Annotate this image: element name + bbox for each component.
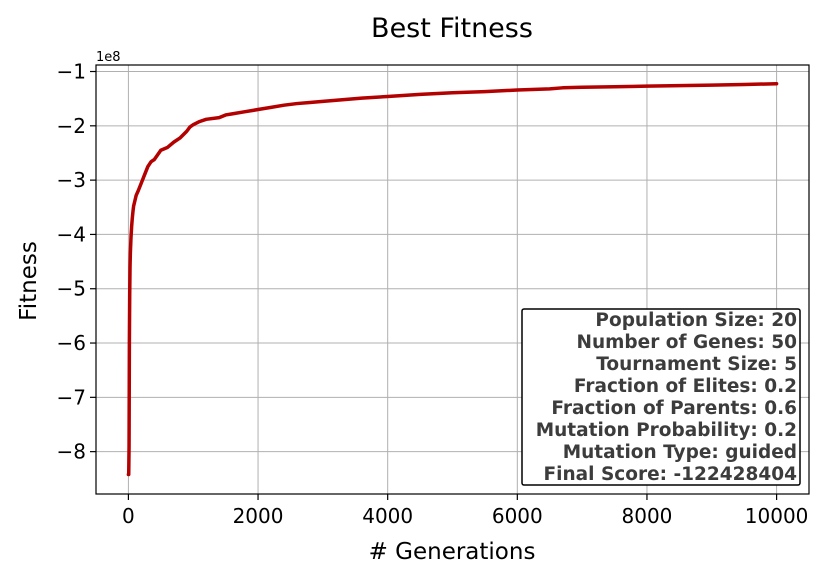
tick-layer: 0 2000 4000 6000 8000 10000 −8 −7 −6 −5 −4 −3 −2 −1: [57, 60, 809, 528]
annotation-line: Mutation Type: guided: [563, 442, 797, 463]
x-tick-label: 6000: [492, 504, 543, 528]
y-tick-label: −1: [57, 60, 86, 84]
y-axis-offset-label: 1e8: [96, 50, 121, 65]
x-tick-label: 4000: [362, 504, 413, 528]
annotation-line: Tournament Size: 5: [596, 354, 797, 375]
y-tick-label: −3: [57, 168, 86, 192]
y-tick-label: −2: [57, 114, 86, 138]
annotation-box-frame: [521, 308, 801, 486]
annotation-line: Mutation Probability: 0.2: [536, 420, 797, 441]
plot-frame: [95, 64, 810, 495]
annotation-line: Fraction of Elites: 0.2: [574, 376, 797, 397]
y-tick-label: −8: [57, 440, 86, 464]
y-tick-label: −6: [57, 331, 86, 355]
x-tick-label: 2000: [233, 504, 284, 528]
y-tick-label: −5: [57, 277, 86, 301]
annotation-line: Final Score: -122428404: [544, 464, 798, 485]
series-layer: [126, 81, 779, 477]
y-tick-label: −4: [57, 222, 86, 246]
grid-layer: [96, 65, 809, 494]
annotation-line: Number of Genes: 50: [576, 332, 797, 353]
x-tick-label: 10000: [745, 504, 809, 528]
x-axis-title: # Generations: [369, 539, 536, 565]
chart-title: Best Fitness: [371, 13, 533, 44]
annotation-line: Population Size: 20: [595, 310, 797, 331]
x-tick-label: 0: [122, 504, 135, 528]
y-axis-title: Fitness: [16, 241, 42, 321]
y-tick-label: −7: [57, 385, 86, 409]
annotation-line: Fraction of Parents: 0.6: [551, 398, 797, 419]
x-tick-label: 8000: [622, 504, 673, 528]
fitness-series-line: [126, 81, 779, 477]
